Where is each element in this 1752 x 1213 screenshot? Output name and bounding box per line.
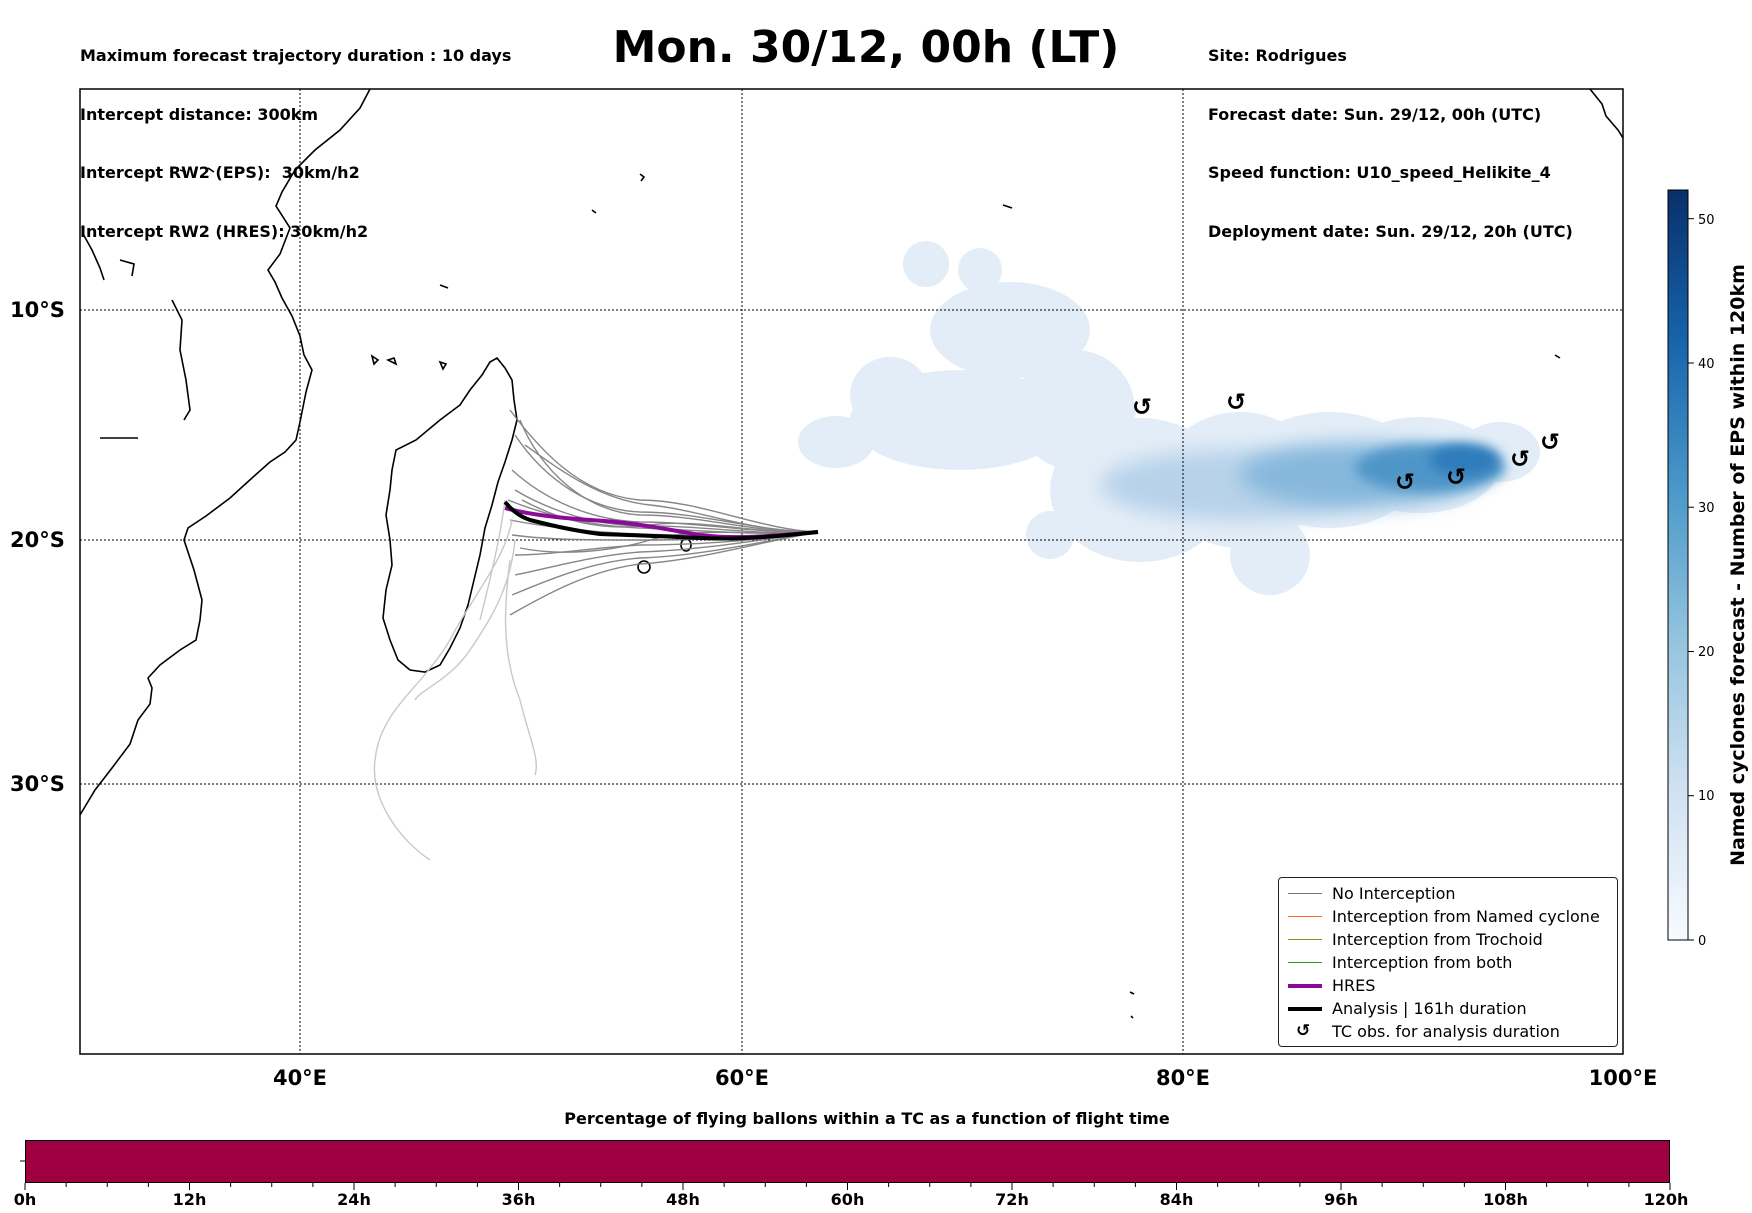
legend-swatch [1288,939,1322,940]
colorbar-tick: 20 [1698,645,1715,660]
legend-item: Analysis | 161h duration [1279,997,1617,1020]
legend-label: Interception from both [1332,953,1513,972]
colorbar-tick: 30 [1698,501,1715,516]
timebar [25,1140,1670,1183]
colorbar: 0 10 20 30 40 50 Named cyclones forecast… [1667,189,1749,949]
lat-label: 10°S [10,298,65,322]
timebar-tick-label: 48h [666,1190,700,1209]
lon-label: 40°E [273,1066,327,1090]
tc-symbol-icon: ↺ [1540,428,1560,456]
legend-label: No Interception [1332,884,1456,903]
legend-swatch [1288,962,1322,963]
colorbar-title: Named cyclones forecast - Number of EPS … [1727,264,1749,866]
tc-symbol-icon: ↺ [1132,393,1152,421]
legend-swatch [1288,984,1322,988]
legend-label: Interception from Trochoid [1332,930,1543,949]
colorbar-tick: 0 [1698,934,1706,949]
legend-swatch [1288,916,1322,917]
timebar-tick-label: 120h [1643,1190,1689,1209]
legend-item: Interception from Trochoid [1279,928,1617,951]
header-right-line: Speed function: U10_speed_Helikite_4 [1208,163,1551,182]
header-left-info: Maximum forecast trajectory duration : 1… [80,7,511,261]
header-right-line: Forecast date: Sun. 29/12, 00h (UTC) [1208,104,1542,124]
eps-trajectories-faint [373,499,537,861]
lon-label: 100°E [1589,1066,1658,1090]
timebar-tick-label: 24h [337,1190,371,1209]
header-left-line: Intercept RW2 (EPS): 30km/h2 [80,163,360,182]
analysis-trajectory [503,500,819,541]
legend-label: Interception from Named cyclone [1332,907,1600,926]
legend-item: Interception from both [1279,951,1617,974]
legend-item: HRES [1279,974,1617,997]
header-right-info: Site: Rodrigues Forecast date: Sun. 29/1… [1208,7,1573,261]
map-title: Mon. 30/12, 00h (LT) [612,22,1120,73]
tc-symbol-icon: ↺ [1296,1021,1311,1041]
timebar-tick-label: 36h [501,1190,536,1209]
lat-label: 30°S [10,772,65,796]
lat-label: 20°S [10,528,65,552]
timebar-tick-label: 84h [1159,1190,1194,1209]
legend-label: Analysis | 161h duration [1332,999,1527,1018]
timebar-title: Percentage of flying ballons within a TC… [564,1109,1170,1128]
colorbar-tick: 40 [1698,357,1715,372]
timebar-tick-label: 60h [830,1190,865,1209]
header-right-line: Deployment date: Sun. 29/12, 20h (UTC) [1208,221,1573,241]
tc-symbol-icon: ↺ [1226,388,1246,416]
legend-label: HRES [1332,976,1376,995]
map-area: ↺ ↺ ↺ ↺ ↺ ↺ [80,89,1623,1054]
tc-symbol-icon: ↺ [1510,445,1530,473]
tc-symbol-icon: ↺ [1446,463,1466,491]
legend: No Interception Interception from Named … [1278,877,1618,1047]
legend-swatch [1288,1007,1322,1011]
coastlines [80,89,1623,1019]
legend-swatch [1288,893,1322,894]
lon-label: 80°E [1156,1066,1210,1090]
tc-obs-symbols: ↺ ↺ ↺ ↺ ↺ ↺ [1132,388,1560,496]
lon-label: 60°E [715,1066,769,1090]
header-left-line: Intercept distance: 300km [80,104,319,124]
header-left-line: Maximum forecast trajectory duration : 1… [80,46,512,65]
cyclone-density-core [1100,443,1505,520]
timebar-tick-label: 108h [1483,1190,1528,1209]
legend-label: TC obs. for analysis duration [1332,1022,1560,1041]
colorbar-tick: 10 [1698,789,1715,804]
header-left-line: Intercept RW2 (HRES): 30km/h2 [80,221,369,241]
timebar-tick-label: 12h [172,1190,207,1209]
header-right-line: Site: Rodrigues [1208,46,1347,65]
timebar-tick-label: 72h [995,1190,1029,1209]
map-frame [79,88,1624,1055]
tc-symbol-icon: ↺ [1395,468,1415,496]
legend-item: Interception from Named cyclone [1279,905,1617,928]
legend-item: No Interception [1279,882,1617,905]
colorbar-tick: 50 [1698,213,1715,228]
legend-item: ↺ TC obs. for analysis duration [1279,1020,1617,1043]
timebar-tick-label: 96h [1324,1190,1358,1209]
timebar-tick-label: 0h [13,1190,37,1209]
graticule [80,89,1623,1054]
